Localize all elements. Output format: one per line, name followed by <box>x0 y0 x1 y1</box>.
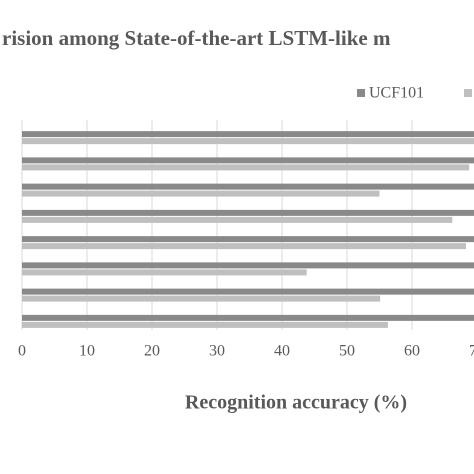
bar <box>22 209 474 216</box>
x-tick-label: 70 <box>469 343 474 360</box>
bar <box>22 243 466 250</box>
bar <box>22 288 474 295</box>
bar <box>22 262 474 269</box>
bar <box>22 190 380 197</box>
bar <box>22 138 474 145</box>
x-tick-label: 60 <box>404 343 420 360</box>
legend-label: UCF101 <box>369 85 424 102</box>
legend-swatch <box>357 89 365 97</box>
x-tick-label: 0 <box>18 343 26 360</box>
legend-swatch <box>464 89 472 97</box>
bar <box>22 295 381 302</box>
x-tick-label: 50 <box>339 343 355 360</box>
x-tick-label: 30 <box>209 343 225 360</box>
bar <box>22 314 474 321</box>
bar <box>22 216 453 223</box>
x-tick-label: 40 <box>274 343 290 360</box>
chart-title: rision among State-of-the-art LSTM-like … <box>2 26 391 50</box>
x-axis-label: Recognition accuracy (%) <box>185 392 407 414</box>
bar <box>22 236 474 243</box>
bar <box>22 183 474 190</box>
bar <box>22 269 307 276</box>
bar <box>22 164 470 171</box>
x-tick-label: 20 <box>144 343 160 360</box>
bar <box>22 321 388 328</box>
bar <box>22 157 474 164</box>
bar <box>22 131 474 138</box>
x-tick-label: 10 <box>79 343 95 360</box>
